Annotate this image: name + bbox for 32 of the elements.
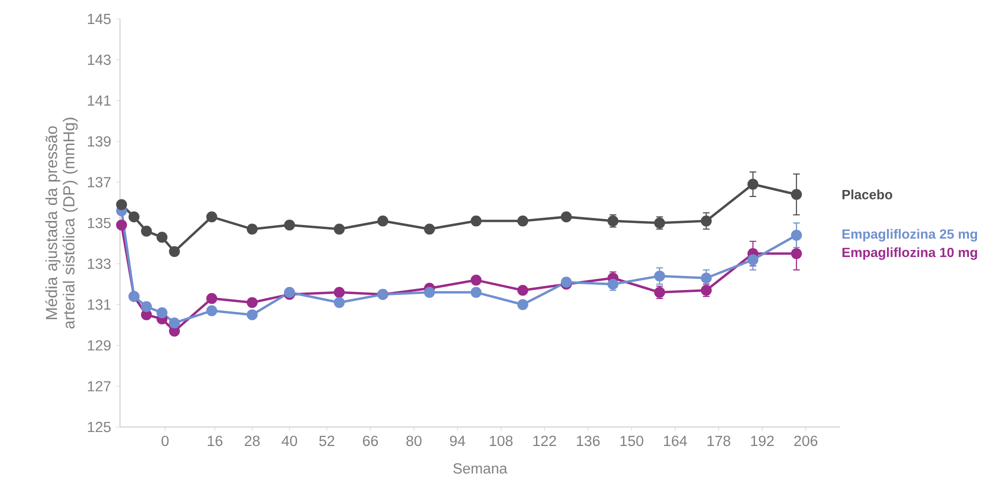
x-tick-label: 94 <box>450 436 466 446</box>
y-tick-label: 141 <box>88 96 111 106</box>
x-tick-label: 108 <box>490 436 513 446</box>
x-tick-label: 80 <box>406 436 422 446</box>
y-tick-label: 137 <box>88 177 111 188</box>
x-tick-label: 136 <box>576 436 600 446</box>
y-tick-label: 131 <box>88 299 111 310</box>
x-tick-label: 192 <box>751 436 774 446</box>
y-tick-label: 135 <box>88 218 111 228</box>
x-axis-title: Semana <box>453 463 508 474</box>
x-tick-label: 150 <box>620 436 644 446</box>
x-tick-label: 66 <box>362 436 378 446</box>
text: Placebo <box>842 190 892 200</box>
x-tick-label: 0 <box>162 436 169 446</box>
x-tick-label: 122 <box>533 436 556 446</box>
x-tick-label: 206 <box>794 436 818 446</box>
x-tick-label: 40 <box>282 436 298 446</box>
y-tick-label: 127 <box>88 381 111 392</box>
x-tick-label: 178 <box>708 436 730 446</box>
y-tick-label: 139 <box>88 136 111 147</box>
x-tick-label: 164 <box>664 436 687 446</box>
x-tick-label: 16 <box>208 436 222 446</box>
y-axis-title: Média ajustada da pressão arterial sistólica (DP) (mmHg) <box>45 118 78 329</box>
y-tick-label: 133 <box>88 258 111 269</box>
x-tick-label: 28 <box>244 436 260 446</box>
y-tick-label: 125 <box>88 422 111 432</box>
y-tick-label: 129 <box>88 340 111 351</box>
y-tick-label: 143 <box>88 54 111 65</box>
text: Empagliflozina 10 mg <box>842 247 978 260</box>
y-tick-label: 145 <box>88 14 111 24</box>
text: Empagliflozina 25 mg <box>842 228 978 242</box>
x-tick-label: 52 <box>319 436 334 446</box>
